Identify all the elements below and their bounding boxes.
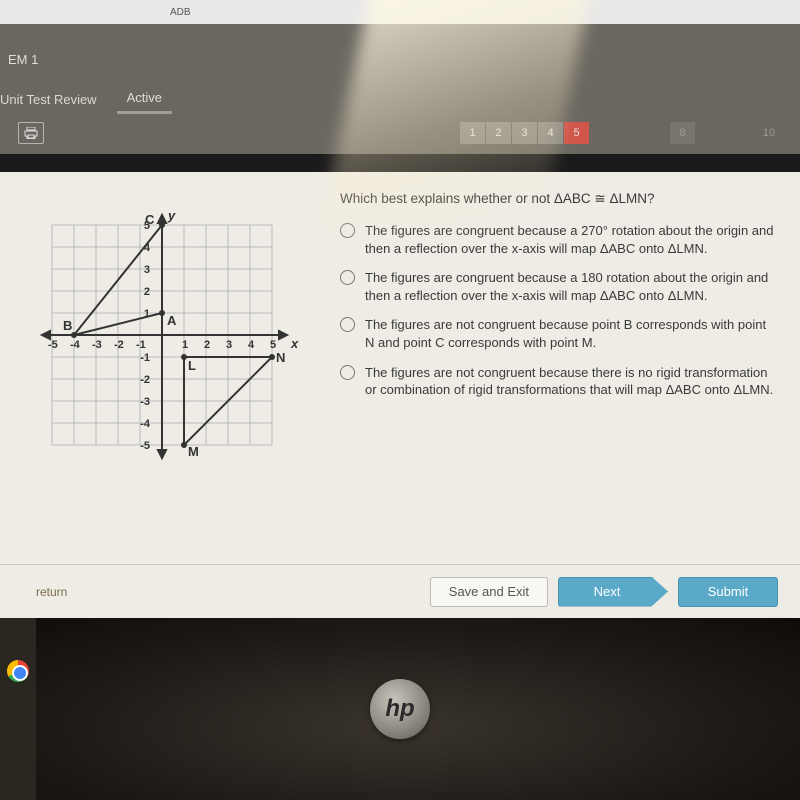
axis-label-x: x — [290, 336, 299, 351]
vertex-label-C: C — [145, 212, 155, 227]
option-3-text: The figures are not congruent because po… — [365, 316, 778, 351]
svg-text:3: 3 — [226, 339, 232, 351]
question-nav-2[interactable]: 2 — [486, 122, 512, 144]
graph-area: -5-4-3 -2-1 123 45 54 32 1 -1-2 -3-4 -5 … — [22, 190, 322, 554]
laptop-lower-frame: hp — [0, 618, 800, 800]
svg-text:1: 1 — [182, 339, 188, 351]
print-icon[interactable] — [18, 122, 44, 144]
svg-text:-4: -4 — [140, 418, 151, 430]
radio-icon — [340, 365, 355, 380]
chrome-icon[interactable] — [7, 660, 29, 682]
toolbar-row: 1 2 3 4 5 8 10 — [18, 122, 782, 144]
svg-text:-5: -5 — [140, 440, 150, 452]
taskbar-title: ADB — [170, 7, 191, 18]
svg-text:-3: -3 — [92, 339, 102, 351]
footer-right-buttons: Save and Exit Next Submit — [430, 577, 778, 607]
os-taskbar: ADB — [0, 0, 800, 24]
option-3[interactable]: The figures are not congruent because po… — [340, 316, 778, 351]
save-exit-button[interactable]: Save and Exit — [430, 577, 548, 607]
svg-text:-2: -2 — [114, 339, 124, 351]
vertex-label-L: L — [188, 358, 196, 373]
option-2-text: The figures are congruent because a 180 … — [365, 269, 778, 304]
vertex-label-M: M — [188, 444, 199, 459]
nav-row: Unit Test Review Active — [0, 84, 172, 114]
question-nav-3[interactable]: 3 — [512, 122, 538, 144]
question-nav-5[interactable]: 5 — [564, 122, 590, 144]
axis-label-y: y — [167, 208, 176, 223]
coordinate-graph: -5-4-3 -2-1 123 45 54 32 1 -1-2 -3-4 -5 … — [37, 200, 307, 470]
nav-active-tab[interactable]: Active — [117, 84, 172, 114]
svg-text:-4: -4 — [70, 339, 81, 351]
radio-icon — [340, 270, 355, 285]
option-4[interactable]: The figures are not congruent because th… — [340, 364, 778, 399]
vertex-label-A: A — [167, 313, 177, 328]
radio-icon — [340, 223, 355, 238]
svg-text:3: 3 — [144, 264, 150, 276]
nav-section-label: Unit Test Review — [0, 86, 99, 113]
question-nav-8[interactable]: 8 — [670, 122, 696, 144]
svg-text:2: 2 — [204, 339, 210, 351]
option-1-text: The figures are congruent because a 270°… — [365, 222, 778, 257]
option-1[interactable]: The figures are congruent because a 270°… — [340, 222, 778, 257]
vertex-label-B: B — [63, 318, 72, 333]
question-nav-strip-2: 8 — [670, 122, 696, 144]
next-button[interactable]: Next — [558, 577, 668, 607]
os-sidebar — [0, 618, 36, 800]
footer-left-links: return — [22, 585, 67, 599]
svg-text:-3: -3 — [140, 396, 150, 408]
hp-logo: hp — [370, 679, 430, 739]
question-area: Which best explains whether or not ΔABC … — [340, 190, 778, 554]
svg-text:-2: -2 — [140, 374, 150, 386]
vertex-label-N: N — [276, 350, 285, 365]
svg-text:-1: -1 — [136, 339, 146, 351]
svg-text:-5: -5 — [48, 339, 58, 351]
question-nav-strip: 1 2 3 4 5 — [460, 122, 590, 144]
content-panel: -5-4-3 -2-1 123 45 54 32 1 -1-2 -3-4 -5 … — [0, 172, 800, 564]
question-nav-4[interactable]: 4 — [538, 122, 564, 144]
svg-text:-1: -1 — [140, 352, 150, 364]
app-header: EM 1 Unit Test Review Active 1 2 3 4 5 8… — [0, 24, 800, 154]
footer-link-return[interactable]: return — [36, 585, 67, 599]
app-title: EM 1 — [0, 48, 46, 71]
svg-text:2: 2 — [144, 286, 150, 298]
question-prompt: Which best explains whether or not ΔABC … — [340, 190, 778, 208]
option-4-text: The figures are not congruent because th… — [365, 364, 778, 399]
question-nav-1[interactable]: 1 — [460, 122, 486, 144]
question-nav-10[interactable]: 10 — [756, 122, 782, 144]
radio-icon — [340, 317, 355, 332]
svg-text:4: 4 — [248, 339, 255, 351]
option-2[interactable]: The figures are congruent because a 180 … — [340, 269, 778, 304]
question-nav-strip-3: 10 — [756, 122, 782, 144]
submit-button[interactable]: Submit — [678, 577, 778, 607]
footer-bar: return Save and Exit Next Submit — [0, 564, 800, 618]
